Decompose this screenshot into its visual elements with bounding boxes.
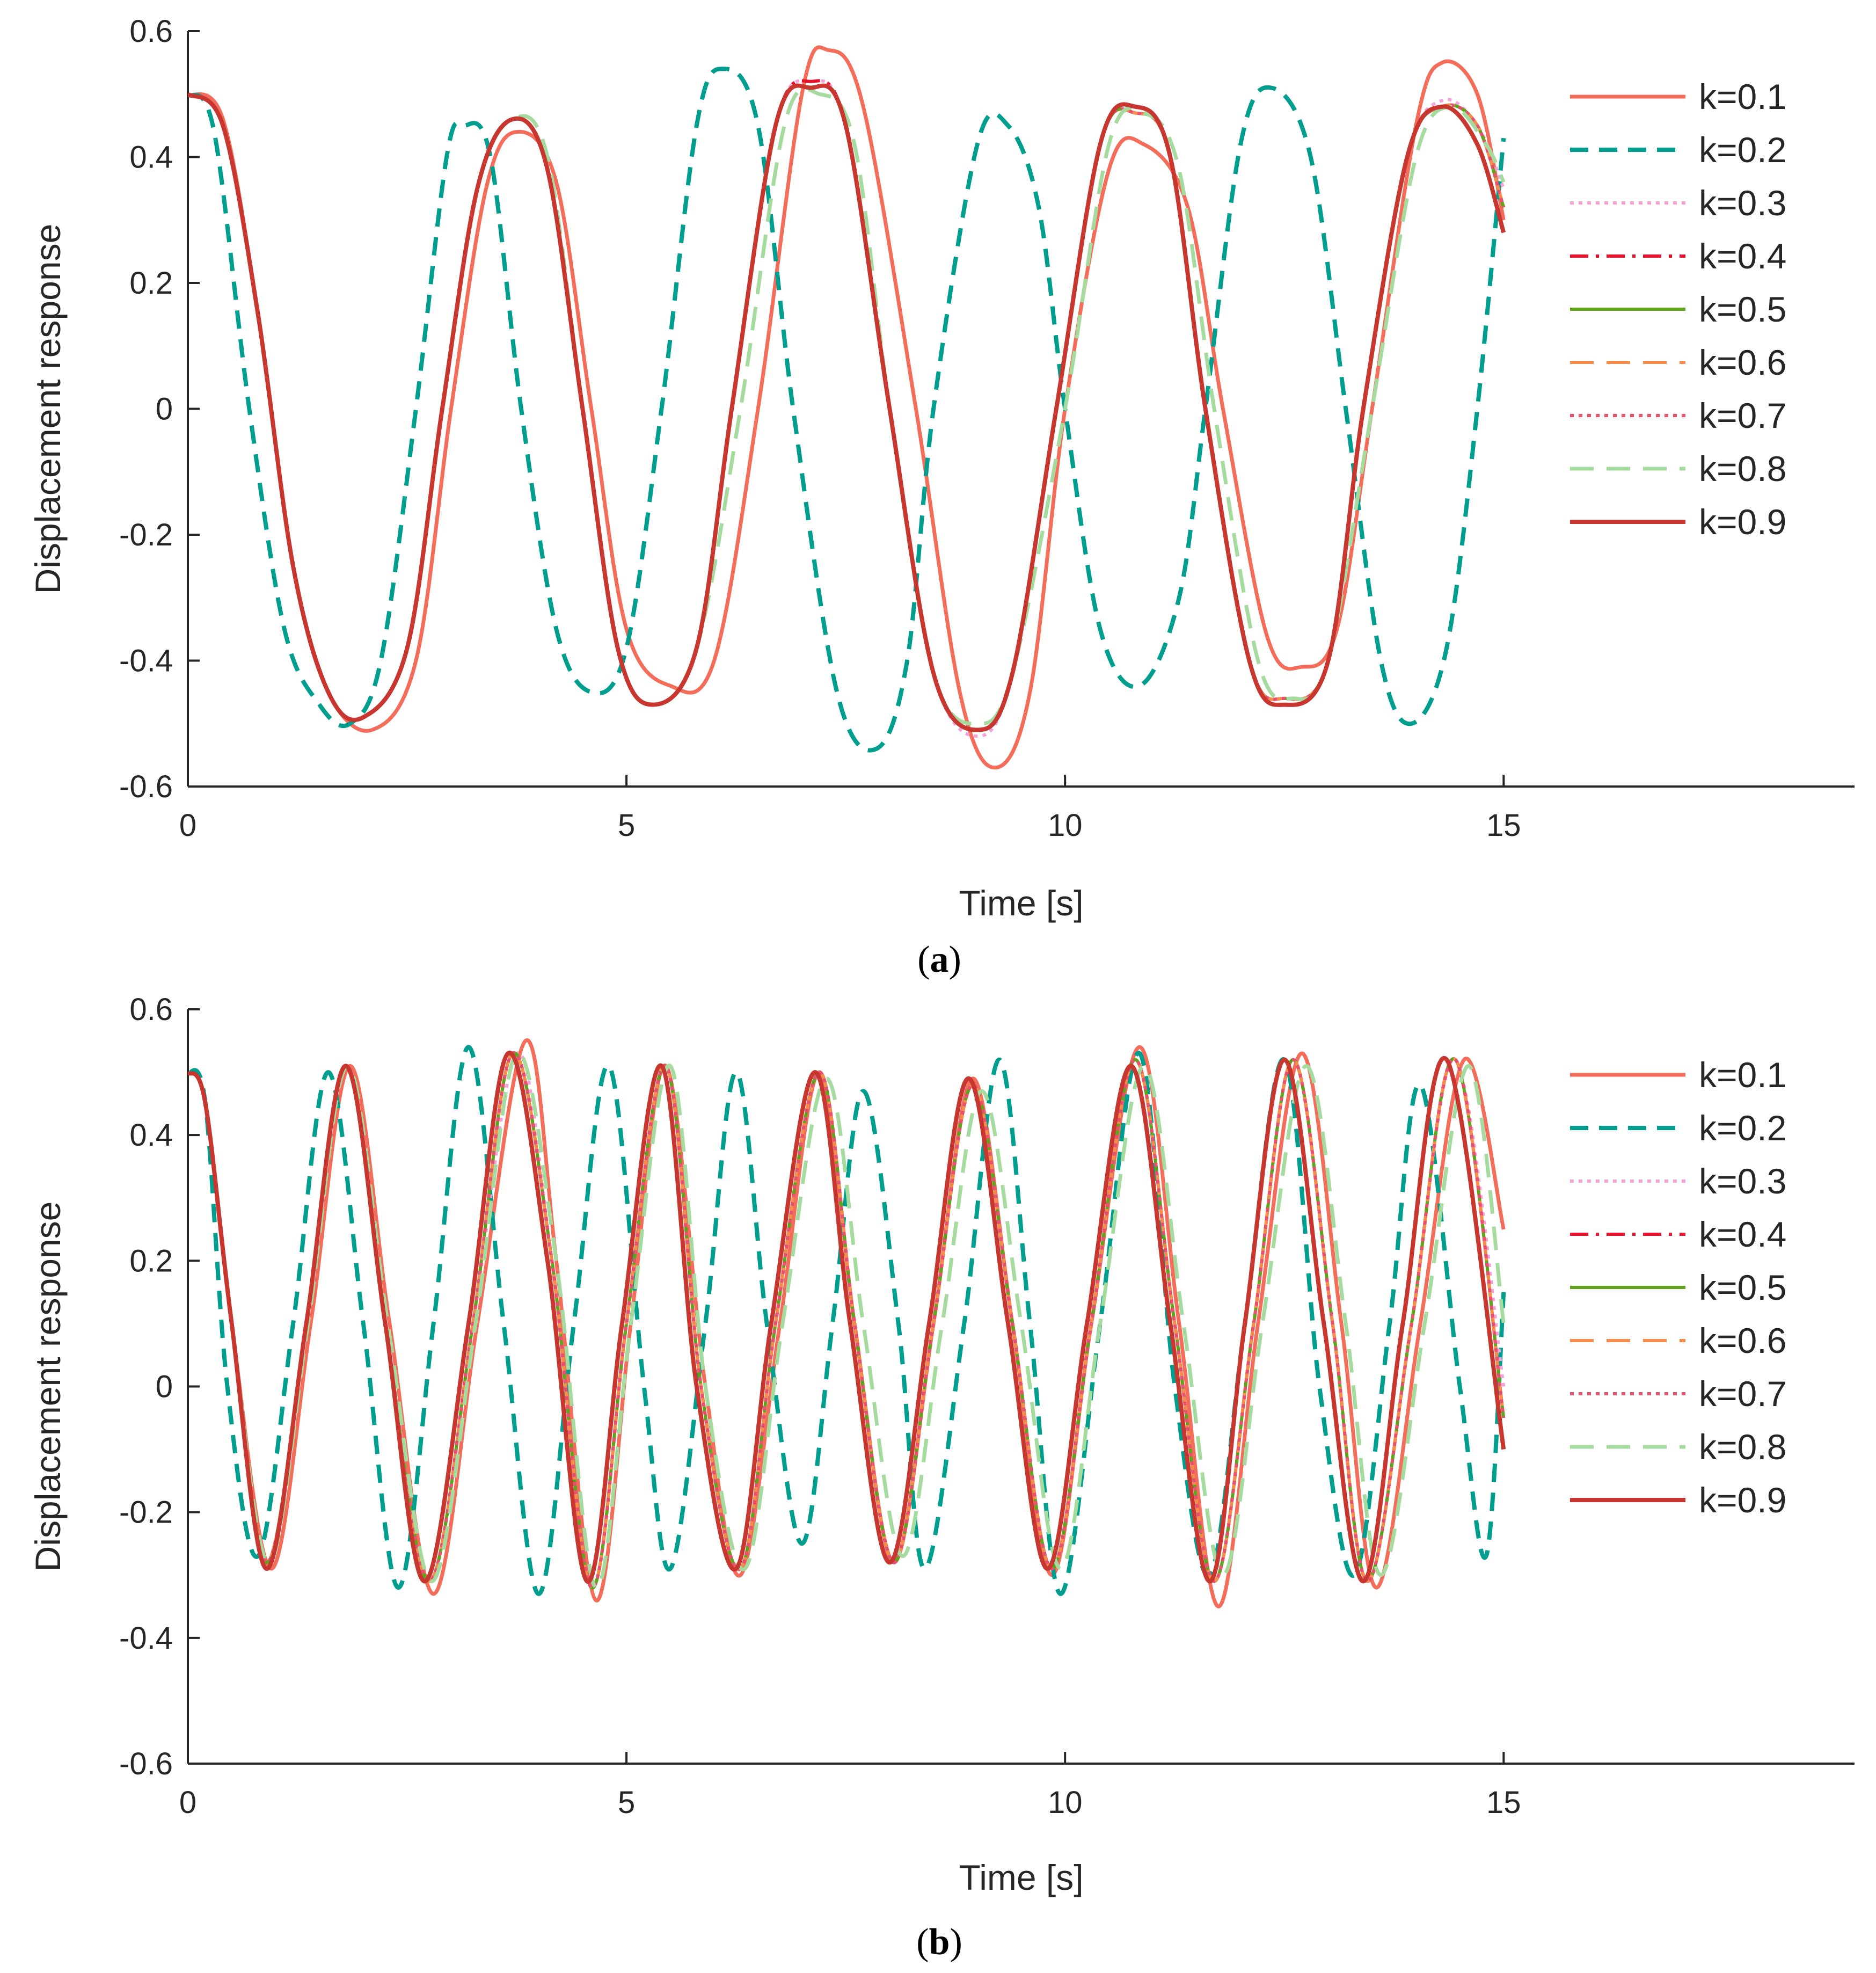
legend-label: k=0.1 bbox=[1699, 1055, 1786, 1095]
x-tick-label: 15 bbox=[1486, 808, 1521, 843]
legend-label: k=0.6 bbox=[1699, 1321, 1786, 1360]
series-group bbox=[188, 45, 1506, 770]
legend-label: k=0.7 bbox=[1699, 396, 1786, 435]
panel-caption: (a) bbox=[917, 939, 961, 980]
y-tick-label: -0.2 bbox=[119, 518, 173, 552]
legend-label: k=0.4 bbox=[1699, 1214, 1786, 1254]
legend-label: k=0.9 bbox=[1699, 502, 1786, 542]
x-tick-label: 10 bbox=[1048, 1785, 1083, 1820]
y-tick-label: 0.2 bbox=[129, 266, 173, 301]
legend-label: k=0.2 bbox=[1699, 1108, 1786, 1148]
legend-label: k=0.2 bbox=[1699, 130, 1786, 170]
y-tick-label: -0.2 bbox=[119, 1495, 173, 1530]
legend-label: k=0.8 bbox=[1699, 1427, 1786, 1467]
y-tick-label: 0 bbox=[156, 392, 173, 427]
y-tick-label: -0.4 bbox=[119, 1621, 173, 1656]
legend-label: k=0.6 bbox=[1699, 343, 1786, 382]
legend-label: k=0.3 bbox=[1699, 183, 1786, 223]
legend-label: k=0.9 bbox=[1699, 1480, 1786, 1520]
x-tick-label: 10 bbox=[1048, 808, 1083, 843]
legend-label: k=0.7 bbox=[1699, 1374, 1786, 1414]
y-tick-label: 0.4 bbox=[129, 140, 173, 175]
x-tick-label: 0 bbox=[179, 1785, 196, 1820]
x-tick-label: 15 bbox=[1486, 1785, 1521, 1820]
series-line-k-0-8 bbox=[188, 1051, 1506, 1590]
legend-label: k=0.8 bbox=[1699, 449, 1786, 489]
series-line-k-0-9 bbox=[188, 83, 1506, 732]
x-tick-label: 5 bbox=[618, 1785, 635, 1820]
legend-label: k=0.4 bbox=[1699, 236, 1786, 276]
y-tick-label: 0.6 bbox=[129, 14, 173, 49]
y-axis-label: Displacement response bbox=[28, 224, 68, 594]
x-tick-label: 0 bbox=[179, 808, 196, 843]
series-group bbox=[188, 1038, 1506, 1608]
x-axis-label: Time [s] bbox=[959, 1858, 1083, 1897]
y-tick-label: -0.6 bbox=[119, 769, 173, 804]
series-line-k-0-7 bbox=[188, 1051, 1506, 1590]
chart-panel-b: -0.6 -0.4 -0.2 0 0.2 0.4 0.6 0 5 10 15 Time [s] Disp… bbox=[28, 992, 1855, 1963]
legend-label: k=0.5 bbox=[1699, 1268, 1786, 1307]
chart-panel-a: -0.6 -0.4 -0.2 0 0.2 0.4 0.6 0 5 10 15 Time [s] Disp… bbox=[28, 14, 1855, 980]
y-tick-label: 0.2 bbox=[129, 1243, 173, 1278]
y-tick-label: -0.6 bbox=[119, 1746, 173, 1781]
series-line-k-0-8 bbox=[188, 86, 1506, 726]
series-line-k-0-2 bbox=[188, 1045, 1506, 1596]
x-tick-label: 5 bbox=[618, 808, 635, 843]
series-line-k-0-9 bbox=[188, 1050, 1506, 1584]
panel-caption: (b) bbox=[916, 1921, 962, 1963]
y-tick-label: 0.6 bbox=[129, 992, 173, 1027]
legend-label: k=0.1 bbox=[1699, 77, 1786, 117]
series-line-k-0-1 bbox=[188, 45, 1506, 770]
legend-label: k=0.3 bbox=[1699, 1161, 1786, 1201]
y-axis-label: Displacement response bbox=[28, 1202, 68, 1572]
x-axis-label: Time [s] bbox=[959, 883, 1083, 923]
y-tick-label: 0.4 bbox=[129, 1118, 173, 1153]
y-tick-label: 0 bbox=[156, 1370, 173, 1404]
legend-label: k=0.5 bbox=[1699, 289, 1786, 329]
y-tick-label: -0.4 bbox=[119, 644, 173, 679]
